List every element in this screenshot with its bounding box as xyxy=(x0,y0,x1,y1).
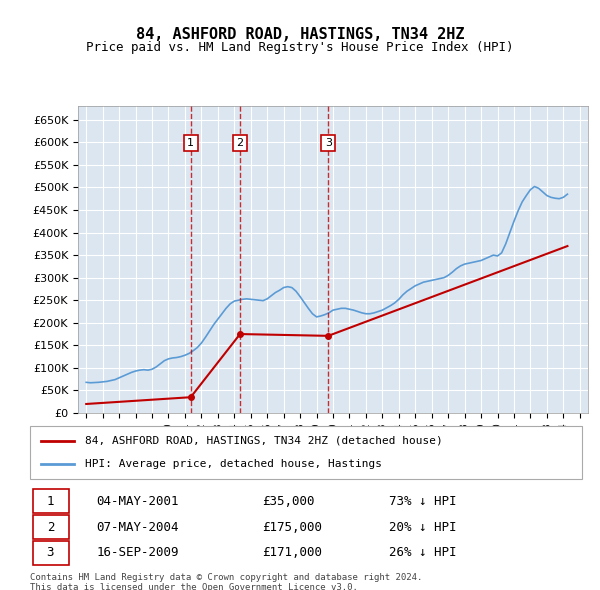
Text: 84, ASHFORD ROAD, HASTINGS, TN34 2HZ (detached house): 84, ASHFORD ROAD, HASTINGS, TN34 2HZ (de… xyxy=(85,436,443,446)
FancyBboxPatch shape xyxy=(33,540,68,565)
Text: 3: 3 xyxy=(325,138,332,148)
Text: 16-SEP-2009: 16-SEP-2009 xyxy=(96,546,179,559)
Text: 2: 2 xyxy=(236,138,244,148)
Text: £171,000: £171,000 xyxy=(262,546,322,559)
Text: 04-MAY-2001: 04-MAY-2001 xyxy=(96,495,179,508)
FancyBboxPatch shape xyxy=(33,489,68,513)
Text: £175,000: £175,000 xyxy=(262,520,322,533)
FancyBboxPatch shape xyxy=(33,515,68,539)
Text: This data is licensed under the Open Government Licence v3.0.: This data is licensed under the Open Gov… xyxy=(30,583,358,590)
Text: 1: 1 xyxy=(47,495,54,508)
Text: 84, ASHFORD ROAD, HASTINGS, TN34 2HZ: 84, ASHFORD ROAD, HASTINGS, TN34 2HZ xyxy=(136,27,464,41)
Text: 07-MAY-2004: 07-MAY-2004 xyxy=(96,520,179,533)
Text: 1: 1 xyxy=(187,138,194,148)
Text: 20% ↓ HPI: 20% ↓ HPI xyxy=(389,520,457,533)
Text: 3: 3 xyxy=(47,546,54,559)
Text: Contains HM Land Registry data © Crown copyright and database right 2024.: Contains HM Land Registry data © Crown c… xyxy=(30,573,422,582)
Text: HPI: Average price, detached house, Hastings: HPI: Average price, detached house, Hast… xyxy=(85,459,382,469)
Text: 2: 2 xyxy=(47,520,54,533)
Text: 26% ↓ HPI: 26% ↓ HPI xyxy=(389,546,457,559)
Text: Price paid vs. HM Land Registry's House Price Index (HPI): Price paid vs. HM Land Registry's House … xyxy=(86,41,514,54)
Text: 73% ↓ HPI: 73% ↓ HPI xyxy=(389,495,457,508)
FancyBboxPatch shape xyxy=(30,426,582,479)
Text: £35,000: £35,000 xyxy=(262,495,314,508)
